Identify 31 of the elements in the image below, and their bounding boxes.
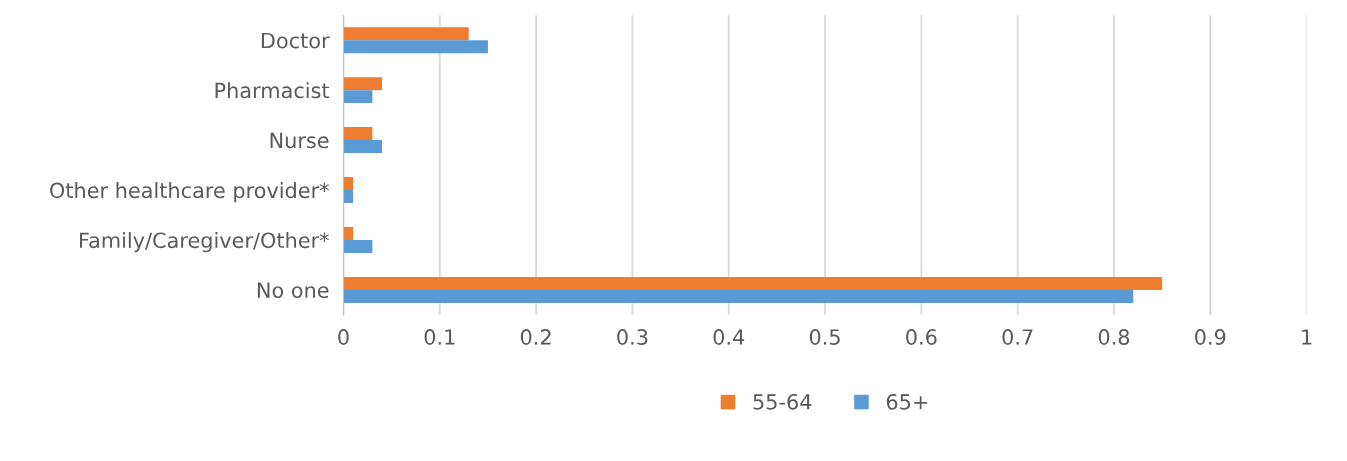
legend-label: 55-64 [753,393,812,410]
x-tick-label: 0.3 [617,329,648,345]
bar [343,226,354,240]
y-tick-label: Family/Caregiver/Other* [80,232,329,253]
x-tick-label: 0.1 [424,329,455,345]
bar [343,40,488,54]
x-tick-label: 0.8 [1098,329,1130,345]
x-tick-label: 0 [338,329,349,345]
x-tick-label: 0.5 [809,329,840,345]
bar [343,239,373,253]
x-tick-label: 1 [1302,329,1312,345]
x-tick-label: 0.9 [1195,329,1226,345]
bar [343,140,383,154]
y-tick-label: No one [257,282,329,299]
bar [343,289,1134,303]
y-tick-label: Nurse [270,132,329,149]
y-tick-label: Doctor [261,32,330,49]
bar [343,190,354,203]
x-tick-label: 0.4 [713,329,745,345]
x-tick-label: 0.2 [520,329,551,345]
bar [343,177,354,191]
y-tick-label: Other healthcare provider* [50,182,329,203]
y-tick-label: Pharmacist [215,82,330,99]
bar [343,127,373,141]
bar [343,276,1163,290]
bar [343,90,373,104]
bar [343,27,469,41]
x-tick-label: 0.6 [906,329,937,345]
legend-label: 65+ [886,393,928,410]
bar [343,77,383,91]
x-tick-label: 0.7 [1002,329,1033,345]
